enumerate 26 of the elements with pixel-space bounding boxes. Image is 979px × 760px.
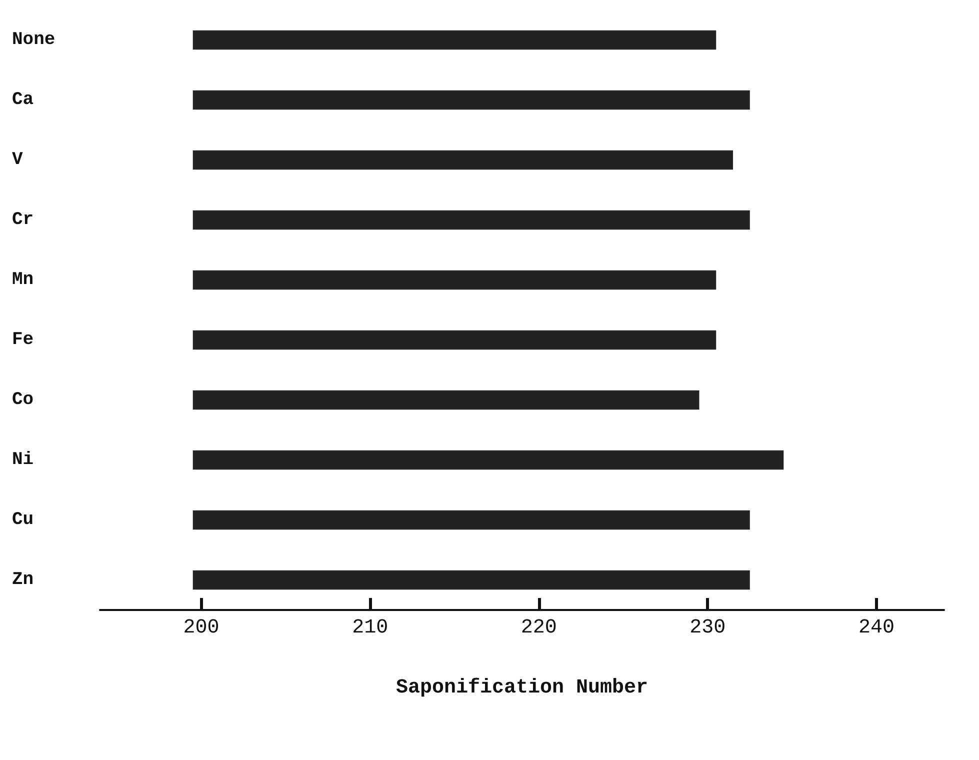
y-tick-label: Ca bbox=[12, 90, 34, 110]
bar bbox=[192, 270, 716, 290]
y-tick-label: Cr bbox=[12, 210, 34, 230]
bar bbox=[192, 450, 784, 470]
y-tick-label: None bbox=[12, 30, 56, 50]
bar bbox=[192, 390, 700, 410]
x-axis-title: Saponification Number bbox=[396, 676, 648, 700]
x-tick-label: 210 bbox=[352, 616, 388, 640]
y-tick-label: Ni bbox=[12, 450, 34, 470]
x-tick-label: 220 bbox=[520, 616, 557, 640]
y-tick-label: Mn bbox=[12, 270, 34, 290]
x-tick-label: 230 bbox=[690, 616, 726, 640]
bar bbox=[192, 570, 750, 590]
y-tick-label: Cu bbox=[12, 510, 34, 530]
y-tick-label: Zn bbox=[12, 570, 34, 590]
x-tick-label: 200 bbox=[183, 616, 220, 640]
y-tick-label: Fe bbox=[12, 330, 34, 350]
bar bbox=[192, 30, 716, 50]
y-tick-label: Co bbox=[12, 390, 34, 410]
bar bbox=[192, 510, 750, 530]
bar bbox=[192, 330, 716, 350]
bar bbox=[192, 210, 750, 230]
y-tick-label: V bbox=[12, 150, 23, 170]
bar bbox=[192, 90, 750, 110]
x-tick-label: 240 bbox=[858, 616, 894, 640]
bar bbox=[192, 150, 733, 170]
